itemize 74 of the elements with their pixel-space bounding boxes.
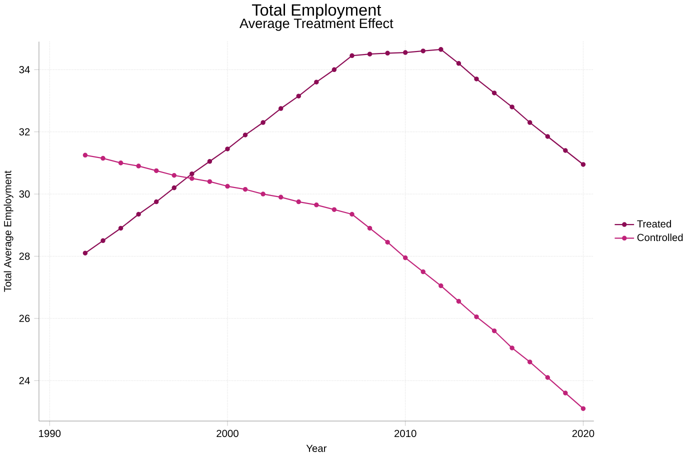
point — [527, 120, 532, 126]
y-tick-label: 30 — [19, 190, 30, 198]
point — [385, 240, 390, 245]
point — [350, 212, 354, 217]
chart-subtitle: Average Treatment Effect — [240, 18, 394, 31]
point — [545, 134, 550, 140]
point — [510, 104, 514, 110]
y-tick-label: 34 — [19, 66, 30, 74]
point — [190, 176, 194, 181]
point — [207, 179, 212, 184]
x-tick-label: 2000 — [216, 430, 238, 438]
point — [580, 406, 586, 412]
point — [474, 314, 479, 320]
y-tick-label: 32 — [19, 128, 30, 136]
point — [420, 270, 426, 274]
point — [242, 132, 248, 138]
point — [580, 162, 586, 167]
point — [207, 159, 212, 164]
point — [332, 67, 337, 72]
point — [367, 226, 372, 231]
point — [296, 94, 302, 99]
point — [136, 164, 141, 169]
point — [420, 48, 426, 54]
y-tick-label: 24 — [19, 377, 30, 384]
point — [438, 284, 444, 288]
point — [527, 360, 532, 364]
point — [172, 186, 177, 190]
x-axis-title: Year — [306, 444, 327, 452]
y-axis-title: Total Average Employment — [4, 170, 14, 292]
point — [438, 47, 444, 52]
point — [154, 168, 159, 174]
point — [296, 200, 302, 204]
point — [350, 53, 354, 58]
legend-label: Treated — [637, 220, 671, 228]
point — [492, 328, 497, 334]
point — [456, 61, 462, 66]
chart-title: Total Employment — [252, 4, 382, 20]
point — [242, 187, 248, 192]
point — [172, 173, 177, 178]
point — [118, 226, 124, 231]
point — [225, 146, 230, 152]
point — [278, 106, 284, 112]
x-tick-label: 1990 — [39, 430, 61, 438]
point — [225, 184, 230, 189]
x-tick-label: 2010 — [394, 430, 416, 438]
point — [136, 212, 141, 217]
point — [82, 152, 88, 158]
point — [82, 250, 88, 256]
point — [563, 148, 568, 153]
point — [190, 172, 194, 176]
point — [456, 299, 462, 304]
point — [510, 346, 514, 350]
legend-label: Controlled — [637, 234, 683, 242]
point — [154, 200, 159, 204]
point — [260, 192, 266, 197]
x-tick-label: 2020 — [572, 430, 594, 438]
point — [260, 120, 266, 126]
point — [100, 156, 106, 161]
point — [402, 256, 408, 260]
point — [314, 202, 319, 208]
point — [332, 207, 337, 212]
point — [545, 375, 550, 380]
point — [385, 50, 390, 56]
point — [402, 50, 408, 56]
y-tick-label: 28 — [19, 252, 30, 260]
point — [314, 80, 319, 85]
point — [563, 390, 568, 396]
point — [118, 160, 124, 166]
y-tick-label: 26 — [19, 314, 30, 322]
point — [278, 194, 284, 200]
point — [474, 76, 479, 82]
point — [367, 52, 372, 57]
point — [100, 238, 106, 244]
point — [492, 90, 497, 96]
